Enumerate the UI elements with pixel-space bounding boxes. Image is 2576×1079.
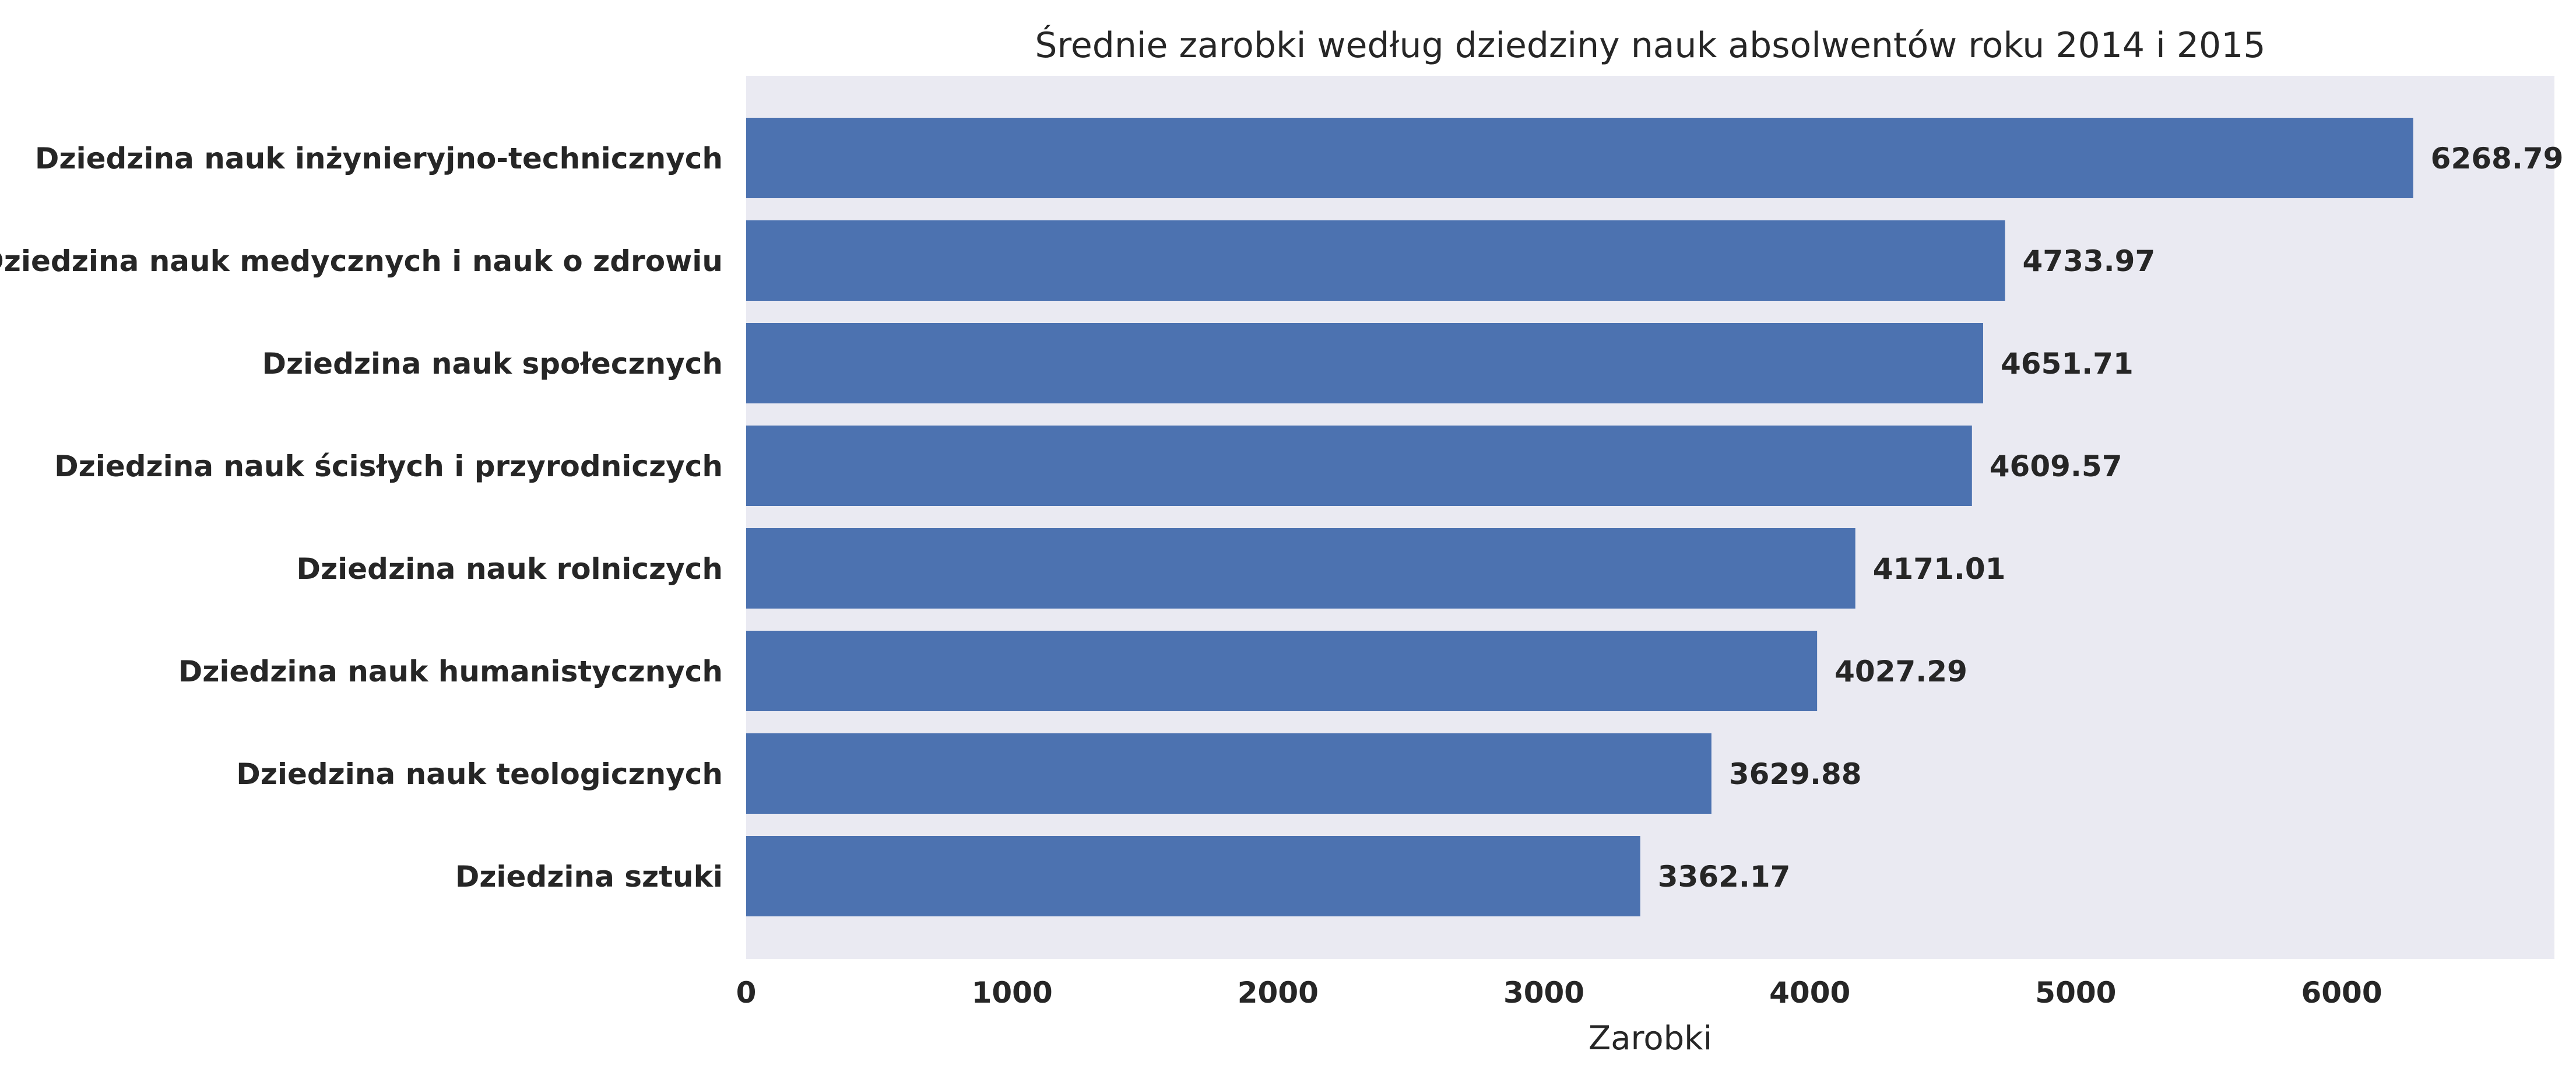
value-label: 3362.17 <box>1658 860 1791 894</box>
x-tick-label: 2000 <box>1238 976 1319 1010</box>
bar-7 <box>746 733 1712 814</box>
category-label: Dziedzina nauk inżynieryjno-technicznych <box>35 142 723 175</box>
category-label: Dziedzina nauk humanistycznych <box>178 655 723 688</box>
bar-3 <box>746 323 1984 403</box>
category-label: Dziedzina sztuki <box>455 860 723 894</box>
category-label: Dziedzina nauk ścisłych i przyrodniczych <box>54 449 723 483</box>
x-tick-label: 5000 <box>2035 976 2116 1010</box>
x-tick-label: 4000 <box>1769 976 1850 1010</box>
x-tick-label: 0 <box>736 976 757 1010</box>
value-label: 4609.57 <box>1990 449 2122 483</box>
bar-2 <box>746 220 2005 301</box>
value-label: 4027.29 <box>1835 655 1967 688</box>
bar-1 <box>746 118 2413 198</box>
category-label: Dziedzina nauk teologicznych <box>236 757 723 791</box>
x-axis-label: Zarobki <box>1589 1020 1712 1057</box>
chart-title: Średnie zarobki według dziedziny nauk ab… <box>1035 24 2265 66</box>
category-label: Dziedzina nauk rolniczych <box>297 552 723 586</box>
bar-6 <box>746 631 1818 711</box>
bar-8 <box>746 836 1640 916</box>
category-label: Dziedzina nauk medycznych i nauk o zdrow… <box>0 244 723 278</box>
bar-5 <box>746 528 1855 609</box>
value-label: 4651.71 <box>2001 347 2134 381</box>
value-label: 3629.88 <box>1729 757 1862 791</box>
value-label: 4733.97 <box>2023 244 2156 278</box>
value-labels: 6268.79 4733.97 4651.71 4609.57 4171.01 4027.… <box>1658 142 2564 894</box>
bar-4 <box>746 426 1972 506</box>
value-label: 4171.01 <box>1873 552 2006 586</box>
x-tick-label: 1000 <box>972 976 1053 1010</box>
category-label: Dziedzina nauk społecznych <box>262 347 723 381</box>
x-tick-labels: 0 1000 2000 3000 4000 5000 6000 <box>736 976 2382 1010</box>
bars-group <box>746 118 2413 916</box>
category-labels: Dziedzina nauk inżynieryjno-technicznych… <box>0 142 723 894</box>
x-tick-label: 3000 <box>1503 976 1584 1010</box>
value-label: 6268.79 <box>2431 142 2564 175</box>
plot-area <box>746 76 2554 959</box>
x-tick-label: 6000 <box>2301 976 2382 1010</box>
